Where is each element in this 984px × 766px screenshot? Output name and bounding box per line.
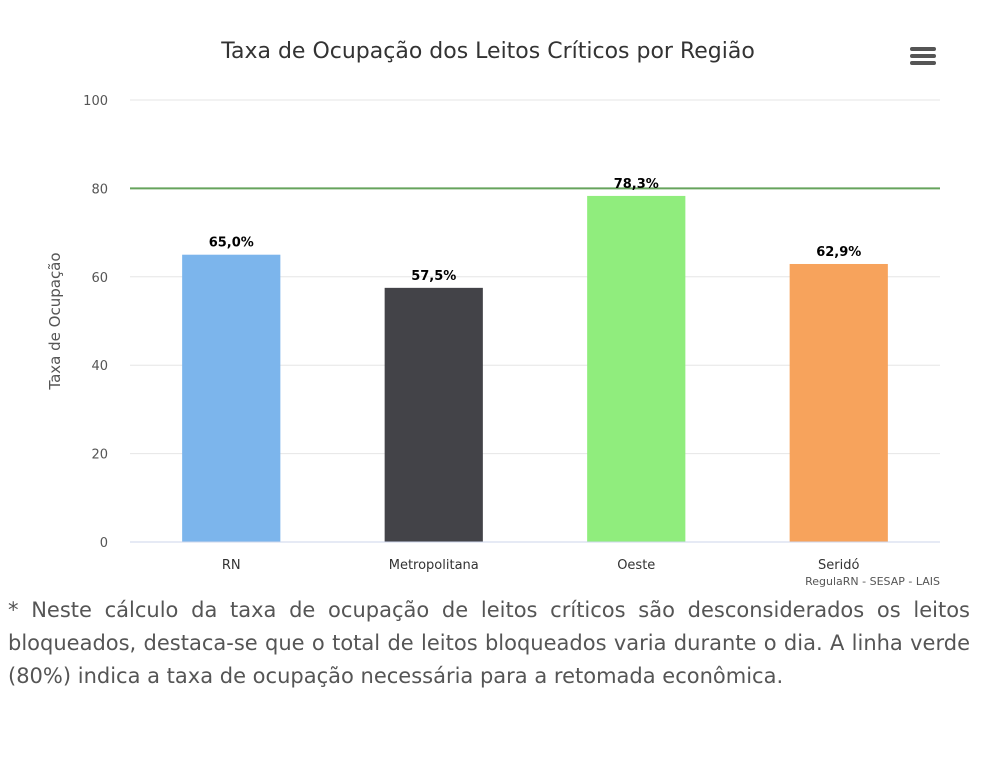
chart-title: Taxa de Ocupação dos Leitos Críticos por… (220, 39, 755, 64)
x-tick-label: Seridó (818, 558, 859, 573)
bars (182, 195, 888, 542)
y-tick-label: 0 (100, 536, 108, 551)
y-tick-label: 80 (91, 182, 108, 197)
menu-bar (910, 54, 936, 58)
chart-menu-icon[interactable] (908, 44, 938, 70)
bar[interactable] (384, 287, 483, 542)
data-label: 57,5% (411, 269, 456, 284)
x-tick-label: RN (222, 558, 241, 573)
y-tick-label: 60 (91, 271, 108, 286)
data-label: 65,0% (209, 236, 254, 251)
bar-chart: Taxa de Ocupação dos Leitos Críticos por… (46, 39, 940, 588)
bar[interactable] (587, 195, 686, 542)
y-tick-label: 40 (91, 359, 108, 374)
menu-bar (910, 47, 936, 51)
x-axis: RN Metropolitana Oeste Seridó (130, 541, 940, 573)
y-axis: 0 20 40 60 80 100 (83, 94, 108, 551)
data-label: 78,3% (614, 177, 659, 192)
data-labels: 65,0% 57,5% 78,3% 62,9% (209, 177, 862, 284)
y-axis-title: Taxa de Ocupação (46, 252, 64, 390)
menu-bar (910, 61, 936, 65)
y-tick-label: 100 (83, 94, 108, 109)
chart-credits: RegulaRN - SESAP - LAIS (805, 575, 940, 588)
y-tick-label: 20 (91, 448, 108, 463)
footnote: * Neste cálculo da taxa de ocupação de l… (8, 598, 970, 688)
bar[interactable] (789, 263, 888, 542)
data-label: 62,9% (816, 245, 861, 260)
x-tick-label: Metropolitana (389, 558, 479, 573)
bar[interactable] (182, 254, 281, 542)
x-tick-label: Oeste (617, 558, 655, 573)
